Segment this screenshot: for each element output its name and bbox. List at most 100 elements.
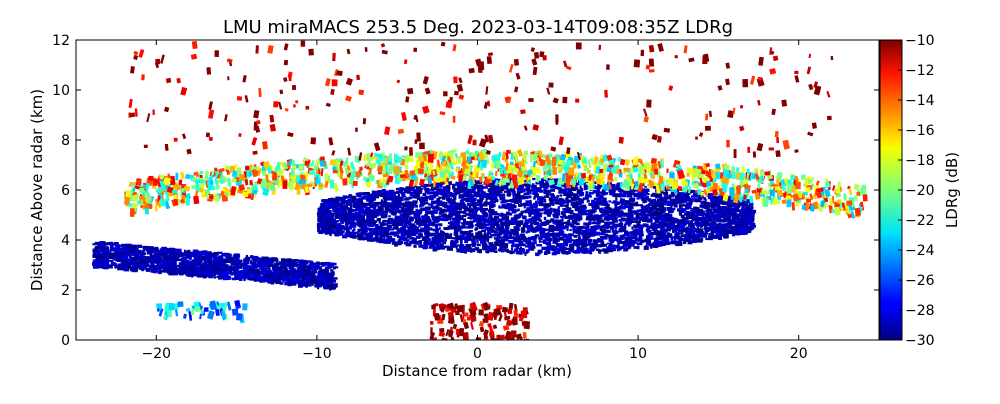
radar-gate (659, 209, 666, 214)
radar-gate (676, 187, 679, 191)
radar-gate (358, 218, 361, 221)
radar-gate (513, 216, 519, 220)
radar-gate (658, 213, 662, 217)
radar-gate (430, 195, 435, 198)
radar-gate (732, 216, 738, 219)
radar-gate (592, 232, 596, 236)
radar-gate (448, 216, 451, 220)
radar-gate (555, 234, 560, 238)
radar-gate (658, 202, 662, 206)
radar-gate (490, 204, 495, 208)
radar-gate (443, 205, 446, 209)
radar-gate (384, 222, 387, 226)
radar-gate (492, 245, 497, 249)
radar-gate (418, 188, 423, 192)
radar-gate (328, 231, 332, 235)
radar-gate (515, 193, 521, 197)
radar-gate (599, 239, 604, 243)
radar-gate (568, 248, 574, 252)
radar-gate (411, 205, 415, 208)
radar-gate (503, 228, 507, 232)
radar-gate (225, 187, 229, 193)
radar-gate (545, 242, 550, 245)
radar-gate (614, 201, 620, 206)
radar-gate (633, 234, 638, 238)
radar-gate (389, 228, 394, 231)
radar-gate (683, 219, 689, 222)
radar-gate (472, 244, 476, 247)
radar-gate (549, 245, 555, 250)
radar-gate (491, 184, 495, 189)
radar-gate (618, 223, 624, 226)
radar-gate (568, 244, 574, 248)
radar-gate (629, 215, 634, 220)
radar-gate (551, 198, 556, 202)
radar-gate (343, 218, 347, 222)
radar-gate (480, 172, 485, 178)
radar-gate (465, 213, 471, 216)
radar-gate (338, 164, 344, 174)
radar-gate (511, 188, 515, 192)
radar-gate (439, 238, 443, 241)
radar-gate (530, 229, 536, 232)
radar-gate (574, 213, 579, 217)
radar-gate (609, 188, 615, 191)
radar-gate (488, 242, 493, 245)
radar-gate (603, 224, 609, 229)
radar-gate (320, 230, 326, 234)
radar-gate (432, 222, 435, 227)
radar-gate (582, 235, 588, 240)
radar-gate (734, 221, 738, 225)
radar-gate (716, 197, 720, 201)
radar-gate (703, 232, 708, 235)
radar-gate (669, 198, 676, 202)
radar-gate (673, 225, 678, 229)
radar-gate (463, 221, 465, 224)
radar-gate (695, 218, 699, 223)
radar-gate (475, 232, 480, 237)
radar-gate (663, 230, 666, 233)
radar-gate (391, 240, 394, 244)
radar-gate (617, 225, 620, 227)
radar-gate (442, 197, 446, 200)
radar-gate (728, 211, 733, 216)
radar-gate (703, 197, 706, 200)
radar-gate (660, 197, 667, 200)
radar-gate (524, 238, 527, 242)
radar-gate (717, 195, 724, 199)
radar-gate (614, 219, 618, 223)
radar-gate (637, 226, 640, 229)
radar-gate (418, 225, 421, 228)
radar-gate (728, 195, 733, 199)
radar-gate (559, 215, 565, 218)
radar-gate (324, 220, 331, 225)
radar-gate (356, 216, 360, 220)
radar-gate (636, 223, 641, 228)
radar-gate (440, 243, 444, 246)
radar-gate (353, 198, 356, 203)
radar-gate (453, 232, 459, 236)
radar-gate (691, 237, 696, 241)
radar-gate (578, 225, 585, 229)
radar-gate (545, 232, 549, 236)
radar-gate (372, 203, 377, 208)
radar-gate (689, 231, 695, 235)
radar-gate (384, 232, 390, 236)
radar-gate (522, 248, 526, 252)
radar-gate (429, 191, 434, 195)
radar-gate (722, 218, 726, 222)
radar-gate (716, 218, 722, 223)
radar-gate (684, 235, 690, 238)
radar-gate (393, 204, 400, 208)
radar-gate (677, 228, 683, 232)
radar-gate (648, 207, 654, 211)
radar-gate (453, 223, 456, 226)
radar-gate (638, 234, 643, 239)
radar-gate (713, 205, 716, 210)
radar-gate (628, 204, 633, 207)
radar-gate (374, 213, 379, 217)
radar-gate (626, 247, 629, 252)
radar-gate (762, 197, 769, 207)
radar-gate (693, 233, 699, 236)
radar-gate (691, 208, 696, 213)
